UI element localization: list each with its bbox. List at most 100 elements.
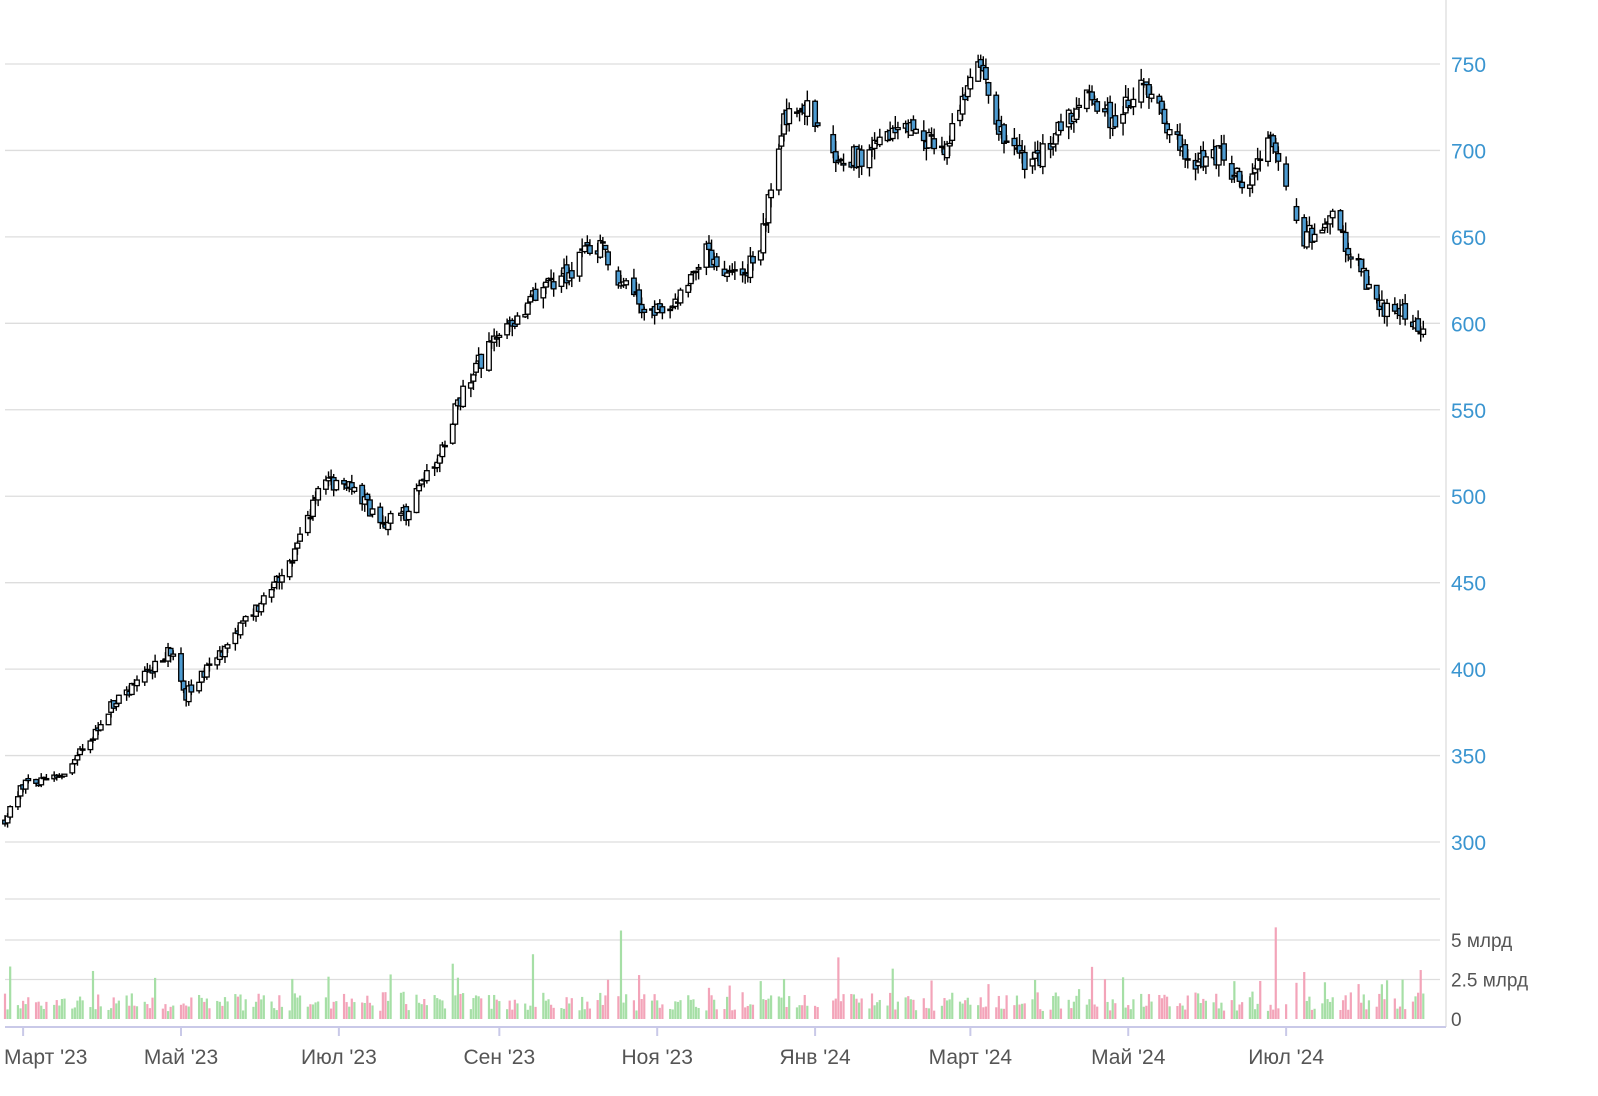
candle-body	[760, 223, 767, 254]
volume-bar	[674, 1001, 677, 1019]
volume-bar	[1241, 1002, 1244, 1019]
volume-bar	[1253, 1009, 1257, 1019]
candle-body	[460, 385, 467, 408]
volume-bar	[309, 1004, 312, 1019]
volume-bar	[689, 999, 692, 1019]
volume-bar	[19, 1008, 22, 1019]
volume-bar	[1106, 1001, 1109, 1019]
volume-bar	[922, 998, 925, 1019]
volume-bar	[1360, 1002, 1363, 1019]
volume-bar	[1393, 998, 1396, 1019]
volume-bar	[1109, 1010, 1112, 1019]
volume-bar	[676, 1001, 680, 1019]
volume-bar	[135, 1006, 139, 1019]
volume-bar	[982, 1007, 985, 1019]
volume-bar	[348, 1006, 351, 1019]
candle-body	[1221, 143, 1227, 161]
volume-bar	[966, 997, 969, 1019]
volume-bar	[115, 1003, 118, 1019]
volume-bar	[1251, 991, 1254, 1019]
volume-bar	[945, 1000, 949, 1019]
candle-body	[838, 158, 844, 162]
candle-body	[1365, 283, 1372, 289]
volume-tick-label: 2.5 млрд	[1451, 971, 1528, 992]
time-tick-label: Июл '23	[301, 1046, 377, 1069]
volume-bar	[1181, 1005, 1184, 1019]
volume-bar	[443, 1008, 447, 1019]
candle-body	[504, 323, 511, 336]
candle-body	[105, 713, 112, 726]
volume-bar	[697, 1007, 700, 1019]
candle-body	[866, 149, 873, 169]
volume-bar	[81, 1000, 84, 1019]
candle-body	[786, 108, 793, 125]
candle-body	[74, 754, 81, 761]
volume-bar	[379, 1010, 382, 1019]
volume-tick-label: 5 млрд	[1451, 931, 1512, 952]
volume-bar	[53, 1004, 56, 1019]
volume-bar	[622, 1002, 625, 1019]
volume-bar	[1127, 1005, 1130, 1019]
time-tick-label: Март '24	[929, 1046, 1013, 1069]
candle-body	[333, 479, 340, 491]
volume-bar	[713, 999, 716, 1019]
volume-bar	[764, 999, 768, 1019]
volume-bar	[182, 1003, 185, 1019]
candle-body	[22, 779, 29, 790]
candle-body	[778, 135, 785, 147]
volume-tick-label: 0	[1451, 1010, 1462, 1031]
volume-bar	[1176, 1006, 1179, 1019]
volume-bar	[876, 1002, 879, 1019]
volume-bar	[785, 1006, 788, 1019]
volume-bar	[842, 994, 845, 1019]
volume-bar	[1111, 999, 1114, 1019]
volume-bar	[254, 1001, 258, 1019]
candle-body	[812, 100, 819, 127]
candle-body	[1058, 121, 1064, 132]
volume-bar	[76, 1000, 79, 1019]
candle-body	[584, 242, 591, 246]
candle-body	[170, 653, 177, 657]
volume-bar	[1204, 1000, 1207, 1019]
candle-body	[876, 136, 883, 146]
volume-bar	[361, 1002, 364, 1019]
volume-bar	[1052, 995, 1055, 1019]
volume-bar	[216, 1000, 219, 1019]
volume-bar	[832, 1000, 835, 1019]
volume-bar	[653, 994, 656, 1019]
volume-bar	[498, 1001, 501, 1019]
volume-bar	[477, 996, 480, 1019]
volume-bar	[399, 992, 403, 1019]
candle-body	[271, 581, 278, 589]
price-tick-label: 550	[1451, 400, 1486, 423]
volume-bar	[617, 996, 620, 1019]
volume-bar	[1168, 1006, 1171, 1019]
volume-bar	[1414, 996, 1417, 1019]
volume-bar	[1339, 1009, 1342, 1019]
candle-body	[206, 663, 213, 666]
volume-bar	[148, 1008, 152, 1019]
volume-bar	[71, 1008, 74, 1019]
candle-body	[1329, 210, 1336, 219]
volume-bar	[969, 1004, 972, 1019]
volume-bar	[73, 1007, 76, 1019]
volume-bar	[958, 1001, 962, 1019]
volume-bar	[1396, 1008, 1399, 1019]
volume-bar	[606, 979, 610, 1019]
candle-body	[286, 560, 293, 578]
candle-body	[416, 484, 423, 492]
price-tick-label: 700	[1451, 140, 1486, 163]
volume-bar	[596, 1000, 599, 1019]
volume-bar	[780, 997, 783, 1019]
volume-bar	[650, 1000, 654, 1019]
volume-bar	[133, 1005, 136, 1019]
volume-bar	[1088, 999, 1091, 1019]
volume-bar	[1308, 996, 1311, 1019]
volume-bar	[1150, 1001, 1153, 1019]
volume-bar	[172, 1005, 175, 1019]
candle-body	[768, 189, 775, 199]
volume-bar	[3, 993, 7, 1019]
volume-bar	[562, 1008, 566, 1019]
volume-bar	[1285, 1004, 1288, 1019]
volume-bar	[1140, 993, 1143, 1019]
